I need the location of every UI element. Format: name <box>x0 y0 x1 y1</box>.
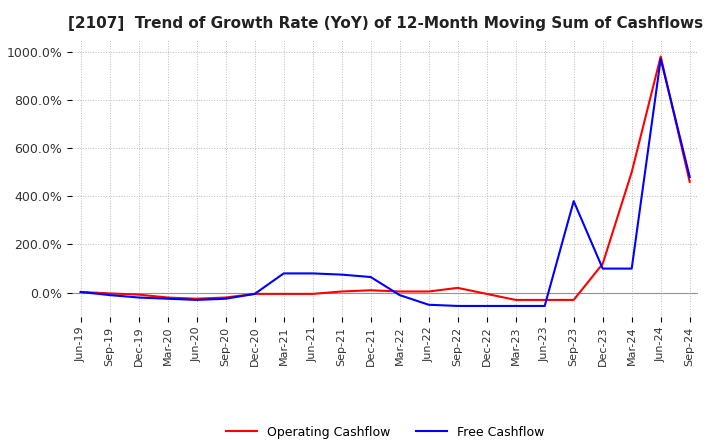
Free Cashflow <box>105 293 114 298</box>
Free Cashflow <box>454 303 462 308</box>
Operating Cashflow <box>279 291 288 297</box>
Operating Cashflow <box>192 296 201 301</box>
Free Cashflow <box>657 56 665 62</box>
Free Cashflow <box>482 303 491 308</box>
Free Cashflow <box>570 198 578 204</box>
Free Cashflow <box>308 271 317 276</box>
Operating Cashflow <box>541 297 549 303</box>
Free Cashflow <box>395 293 404 298</box>
Free Cashflow <box>135 295 143 300</box>
Operating Cashflow <box>76 290 85 295</box>
Operating Cashflow <box>135 292 143 297</box>
Operating Cashflow <box>163 295 172 300</box>
Free Cashflow <box>598 266 607 271</box>
Operating Cashflow <box>424 289 433 294</box>
Operating Cashflow <box>685 179 694 184</box>
Free Cashflow <box>541 303 549 308</box>
Line: Operating Cashflow: Operating Cashflow <box>81 56 690 300</box>
Free Cashflow <box>366 275 375 280</box>
Legend: Operating Cashflow, Free Cashflow: Operating Cashflow, Free Cashflow <box>221 421 549 440</box>
Free Cashflow <box>685 174 694 180</box>
Operating Cashflow <box>221 295 230 300</box>
Free Cashflow <box>163 296 172 301</box>
Free Cashflow <box>192 297 201 303</box>
Operating Cashflow <box>598 261 607 266</box>
Line: Free Cashflow: Free Cashflow <box>81 59 690 306</box>
Free Cashflow <box>511 303 520 308</box>
Operating Cashflow <box>570 297 578 303</box>
Free Cashflow <box>221 296 230 301</box>
Operating Cashflow <box>105 291 114 296</box>
Operating Cashflow <box>366 288 375 293</box>
Free Cashflow <box>424 302 433 308</box>
Operating Cashflow <box>308 291 317 297</box>
Operating Cashflow <box>395 289 404 294</box>
Operating Cashflow <box>251 291 259 297</box>
Operating Cashflow <box>627 169 636 175</box>
Free Cashflow <box>627 266 636 271</box>
Operating Cashflow <box>657 54 665 59</box>
Title: [2107]  Trend of Growth Rate (YoY) of 12-Month Moving Sum of Cashflows: [2107] Trend of Growth Rate (YoY) of 12-… <box>68 16 703 32</box>
Free Cashflow <box>76 290 85 295</box>
Free Cashflow <box>338 272 346 277</box>
Operating Cashflow <box>511 297 520 303</box>
Operating Cashflow <box>338 289 346 294</box>
Operating Cashflow <box>454 285 462 290</box>
Operating Cashflow <box>482 291 491 297</box>
Free Cashflow <box>251 291 259 297</box>
Free Cashflow <box>279 271 288 276</box>
